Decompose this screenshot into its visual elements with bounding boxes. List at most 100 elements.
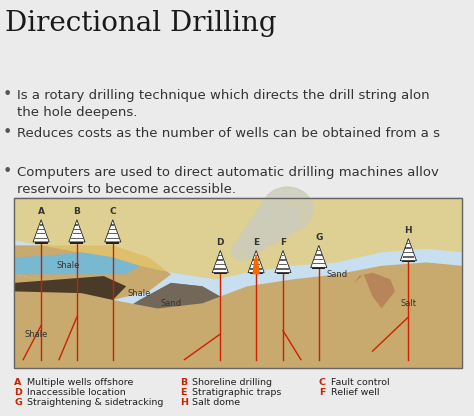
Bar	[312, 267, 325, 269]
Bar	[277, 268, 289, 270]
Text: C: C	[109, 207, 116, 216]
Text: •: •	[2, 125, 12, 140]
Text: Computers are used to direct automatic drilling machines allov
reservoirs to bec: Computers are used to direct automatic d…	[17, 166, 438, 196]
Text: G: G	[14, 398, 22, 407]
Bar	[250, 272, 263, 275]
Bar	[250, 268, 262, 270]
Text: Shale: Shale	[25, 329, 48, 339]
Bar	[35, 241, 47, 244]
Bar	[282, 255, 284, 256]
Text: Fault control: Fault control	[331, 378, 390, 387]
Bar	[407, 243, 410, 244]
Text: B: B	[73, 207, 81, 216]
Bar	[280, 259, 286, 261]
Bar	[214, 268, 226, 270]
Bar	[74, 229, 80, 230]
Text: D: D	[217, 238, 224, 247]
Polygon shape	[248, 250, 264, 272]
Bar	[73, 233, 81, 235]
Text: •: •	[2, 164, 12, 179]
Polygon shape	[14, 314, 462, 354]
Text: B: B	[180, 378, 187, 387]
Bar	[402, 260, 415, 262]
Text: Sand: Sand	[326, 270, 347, 279]
Text: Salt dome: Salt dome	[192, 398, 241, 407]
Bar	[402, 256, 414, 258]
Circle shape	[246, 214, 283, 246]
Polygon shape	[311, 245, 327, 267]
Bar	[110, 229, 116, 230]
Bar	[313, 263, 325, 265]
Text: G: G	[315, 233, 322, 242]
Polygon shape	[355, 272, 395, 309]
Polygon shape	[14, 275, 126, 300]
FancyBboxPatch shape	[14, 198, 462, 368]
Text: D: D	[14, 388, 22, 397]
Bar	[404, 252, 413, 253]
Text: H: H	[405, 226, 412, 235]
Bar	[40, 224, 43, 225]
Text: Straightening & sidetracking: Straightening & sidetracking	[27, 398, 163, 407]
Text: Shoreline drilling: Shoreline drilling	[192, 378, 273, 387]
Polygon shape	[14, 198, 171, 300]
Text: •: •	[2, 87, 12, 102]
Bar	[107, 238, 118, 239]
Circle shape	[239, 227, 269, 253]
Polygon shape	[33, 220, 49, 242]
Text: Is a rotary drilling technique which directs the drill string alon
the hole deep: Is a rotary drilling technique which dir…	[17, 89, 429, 119]
Polygon shape	[14, 198, 462, 280]
Text: Relief well: Relief well	[331, 388, 380, 397]
Text: A: A	[37, 207, 45, 216]
Text: A: A	[14, 378, 22, 387]
Bar	[219, 255, 222, 256]
Bar	[106, 241, 119, 244]
Text: Salt: Salt	[401, 299, 416, 308]
Circle shape	[231, 240, 254, 260]
Polygon shape	[253, 254, 260, 275]
Circle shape	[262, 187, 313, 232]
Bar	[35, 238, 47, 239]
Text: Reduces costs as the number of wells can be obtained from a s: Reduces costs as the number of wells can…	[17, 127, 439, 140]
Polygon shape	[275, 250, 291, 272]
Text: F: F	[280, 238, 286, 247]
Polygon shape	[14, 348, 462, 368]
Text: Inaccessible location: Inaccessible location	[27, 388, 126, 397]
Bar	[279, 264, 287, 265]
Text: Shale: Shale	[128, 289, 151, 297]
Bar	[71, 241, 83, 244]
Bar	[218, 259, 223, 261]
Text: Multiple wells offshore: Multiple wells offshore	[27, 378, 133, 387]
Bar	[111, 224, 114, 225]
Bar	[216, 264, 225, 265]
Polygon shape	[95, 283, 229, 344]
Text: F: F	[319, 388, 325, 397]
Bar	[316, 254, 322, 255]
Text: Stratigraphic traps: Stratigraphic traps	[192, 388, 282, 397]
Bar	[109, 233, 117, 235]
Bar	[314, 259, 323, 260]
Bar	[214, 272, 227, 275]
Bar	[276, 272, 290, 275]
Bar	[38, 229, 44, 230]
Text: H: H	[180, 398, 188, 407]
Polygon shape	[212, 250, 228, 272]
Text: Directional Drilling: Directional Drilling	[5, 10, 276, 37]
Polygon shape	[14, 245, 140, 275]
Text: Sand: Sand	[160, 299, 182, 308]
Bar	[75, 224, 78, 225]
Polygon shape	[401, 238, 417, 261]
Bar	[37, 233, 46, 235]
Text: E: E	[253, 238, 259, 247]
Text: Shale: Shale	[56, 261, 80, 270]
Text: C: C	[319, 378, 326, 387]
Bar	[318, 250, 320, 251]
Bar	[405, 248, 411, 249]
Bar	[71, 238, 83, 239]
Text: E: E	[180, 388, 186, 397]
Bar	[252, 264, 260, 265]
Polygon shape	[95, 283, 229, 344]
Bar	[255, 255, 257, 256]
Polygon shape	[105, 220, 121, 242]
Bar	[253, 259, 259, 261]
Circle shape	[255, 201, 298, 239]
